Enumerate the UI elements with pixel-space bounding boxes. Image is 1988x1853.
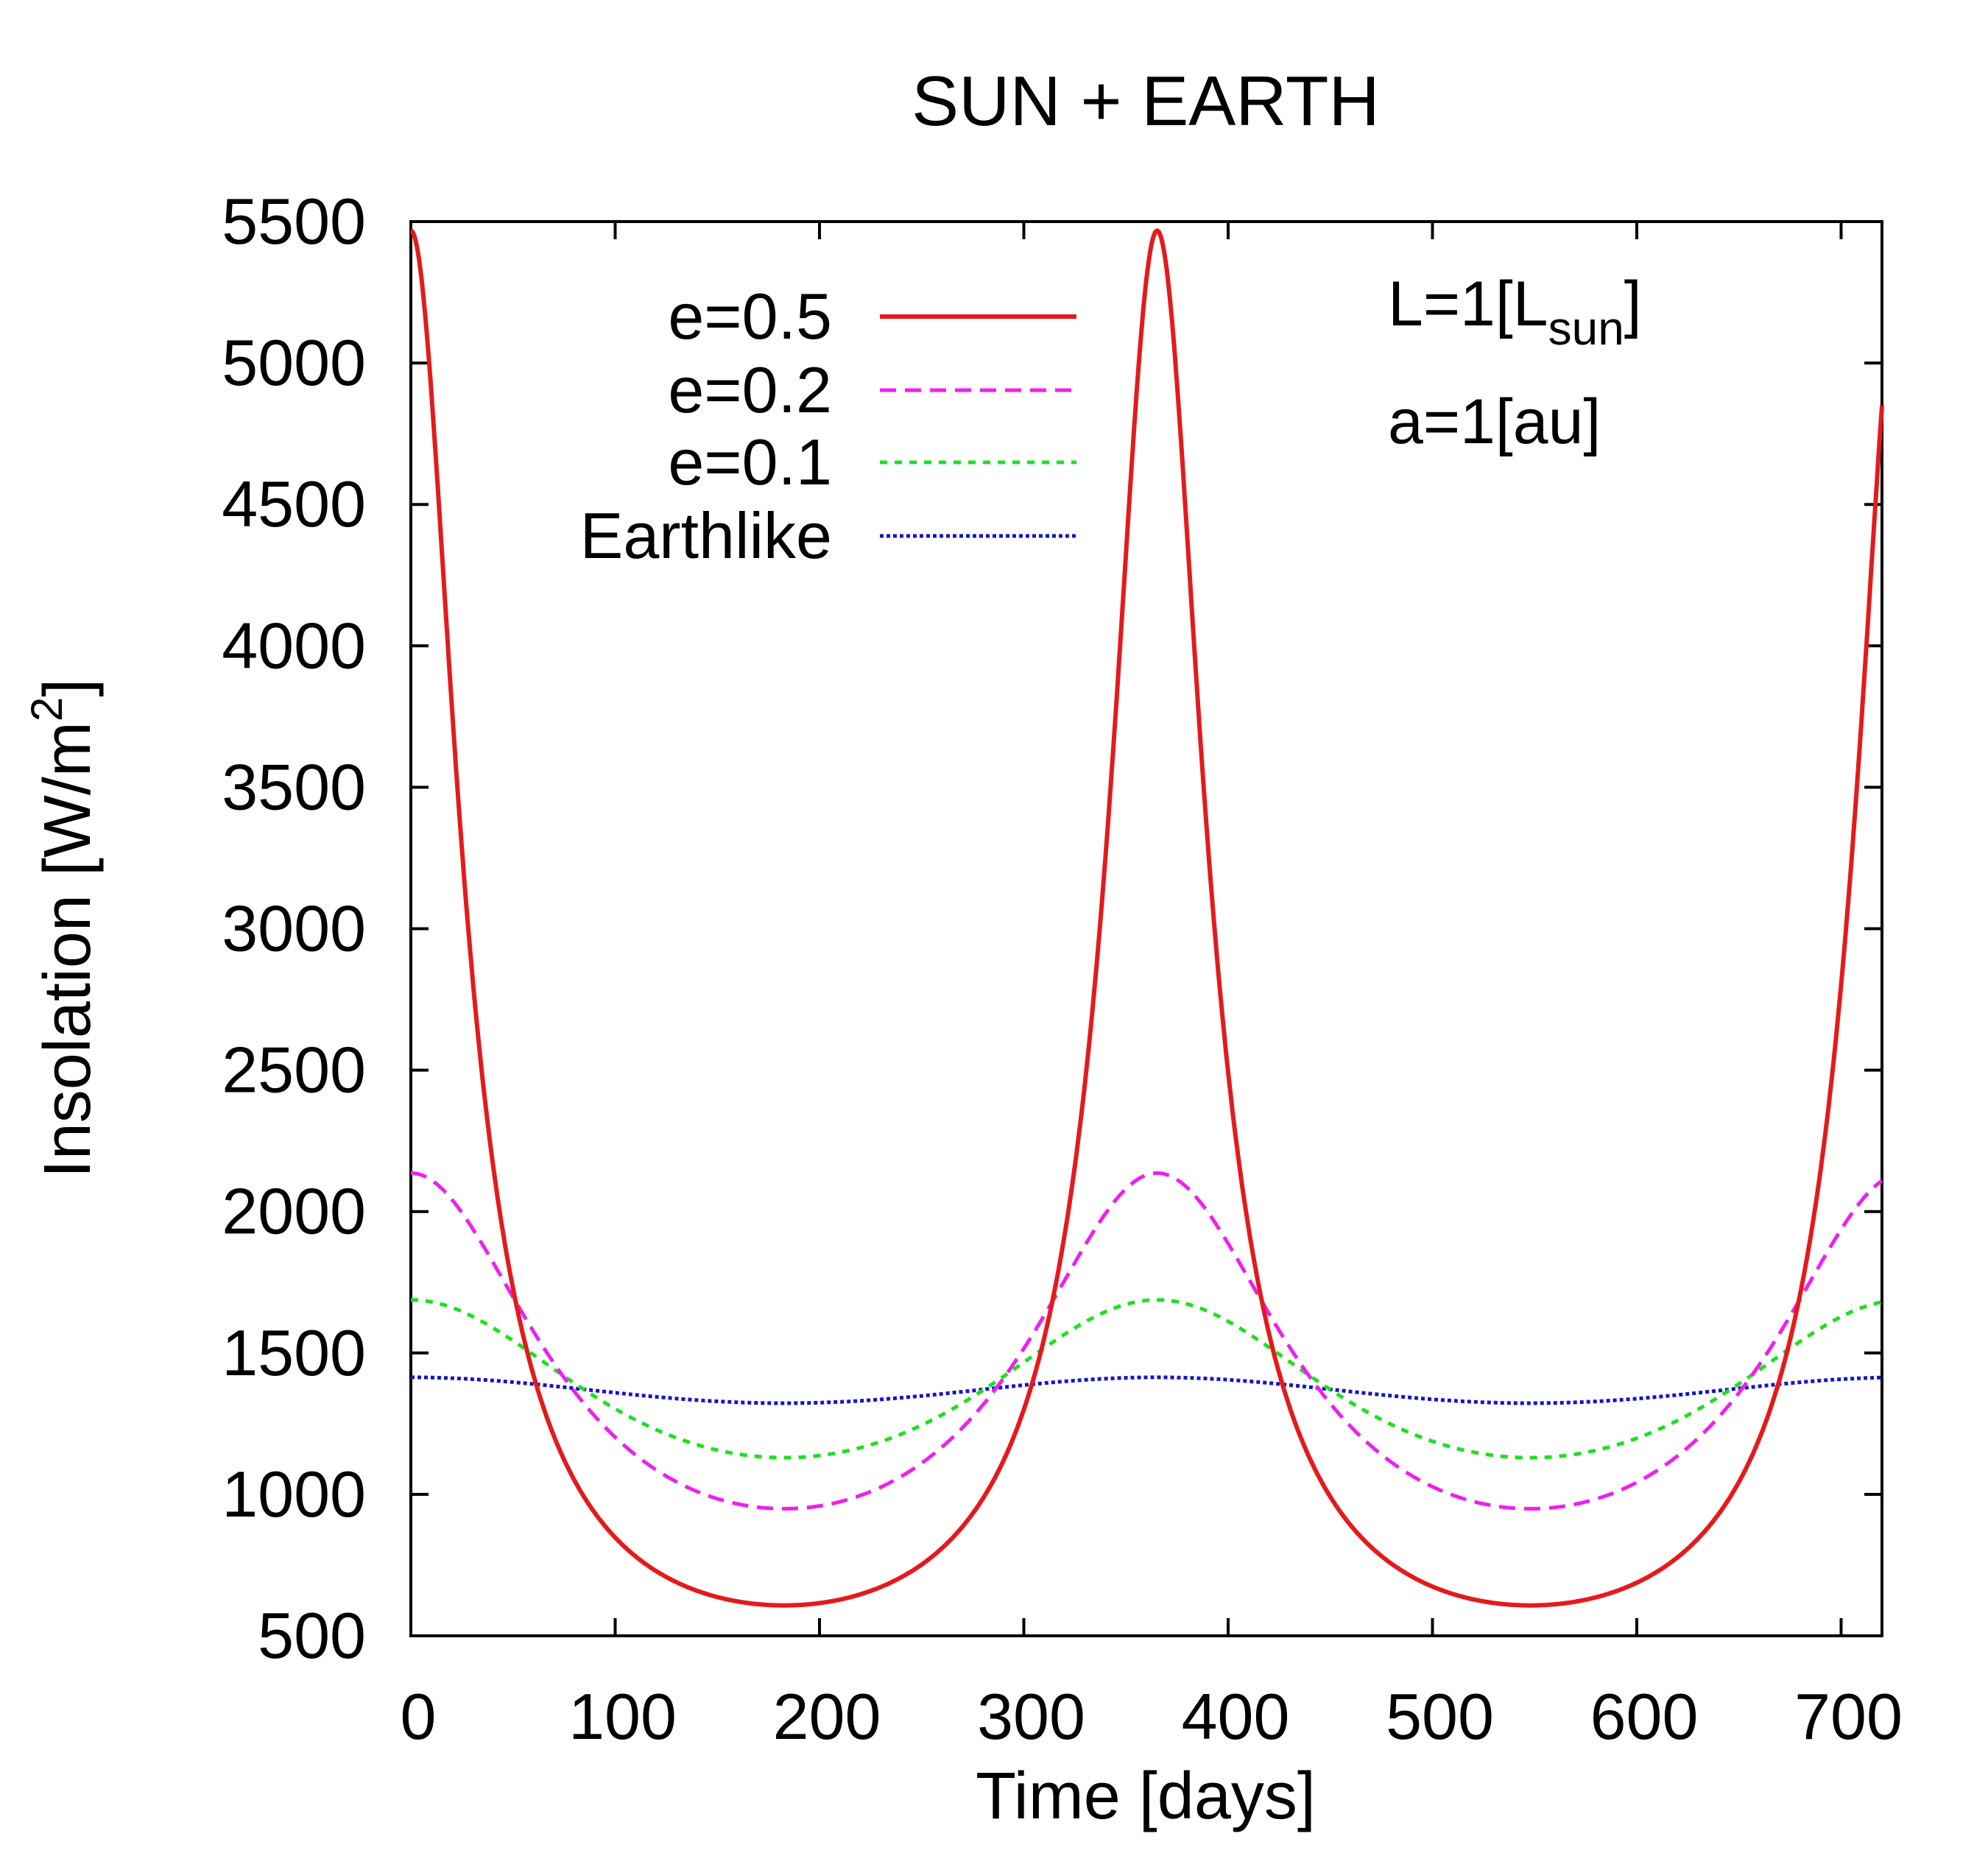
luminosity-annotation-main: L=1[L: [1388, 269, 1548, 339]
x-tick-label: 400: [1182, 1680, 1290, 1753]
y-tick-label: 1000: [222, 1458, 366, 1531]
series-line-e-0-1: [409, 1298, 1883, 1460]
axis-ticks: [409, 220, 1882, 1637]
x-tick-label: 300: [977, 1680, 1085, 1753]
x-axis-label: Time [days]: [976, 1760, 1316, 1833]
y-tick-label: 5000: [222, 326, 366, 399]
y-axis-label: Insolation [W/m2]: [22, 679, 105, 1179]
y-tick-label: 2000: [222, 1175, 366, 1248]
y-tick-label: 5500: [222, 185, 366, 258]
x-tick-labels: 0 100 200 300 400 500 600 700: [401, 1680, 1903, 1753]
x-tick-label: 200: [773, 1680, 881, 1753]
y-tick-label: 3500: [222, 750, 366, 823]
y-tick-label: 4500: [222, 467, 366, 540]
x-tick-label: 500: [1386, 1680, 1494, 1753]
chart-title: SUN + EARTH: [912, 62, 1380, 141]
x-tick-label: 700: [1794, 1680, 1903, 1753]
plot-frame: [409, 220, 1883, 1637]
legend-label: e=0.2: [668, 353, 832, 426]
x-tick-label: 600: [1590, 1680, 1699, 1753]
y-tick-label: 3000: [222, 892, 366, 965]
luminosity-annotation: L=1[Lsun]: [1388, 269, 1642, 355]
semimajor-axis-annotation: a=1[au]: [1388, 387, 1601, 457]
legend-label: e=0.5: [668, 280, 832, 353]
x-tick-label: 0: [401, 1680, 437, 1753]
series-line-e-0-2: [409, 1171, 1883, 1511]
legend-label: e=0.1: [668, 426, 832, 498]
y-axis-label-main: Insolation [W/m: [31, 721, 105, 1178]
series-line-earthlike: [409, 1375, 1883, 1405]
y-tick-label: 500: [258, 1599, 366, 1672]
y-axis-label-end: ]: [31, 679, 105, 697]
y-axis-label-superscript: 2: [22, 697, 71, 721]
series-layer: [409, 228, 1884, 1608]
luminosity-annotation-subscript: sun: [1548, 302, 1624, 355]
legend-label: Earthlike: [580, 499, 832, 572]
y-tick-label: 1500: [222, 1316, 366, 1389]
series-line-e-0-5: [409, 228, 1884, 1608]
y-tick-label: 2500: [222, 1034, 366, 1106]
y-tick-labels: 500 1000 1500 2000 2500 3000 3500 4000 4500 5000 5…: [222, 185, 366, 1672]
y-tick-label: 4000: [222, 609, 366, 682]
luminosity-annotation-end: ]: [1624, 269, 1642, 339]
x-tick-label: 100: [568, 1680, 677, 1753]
